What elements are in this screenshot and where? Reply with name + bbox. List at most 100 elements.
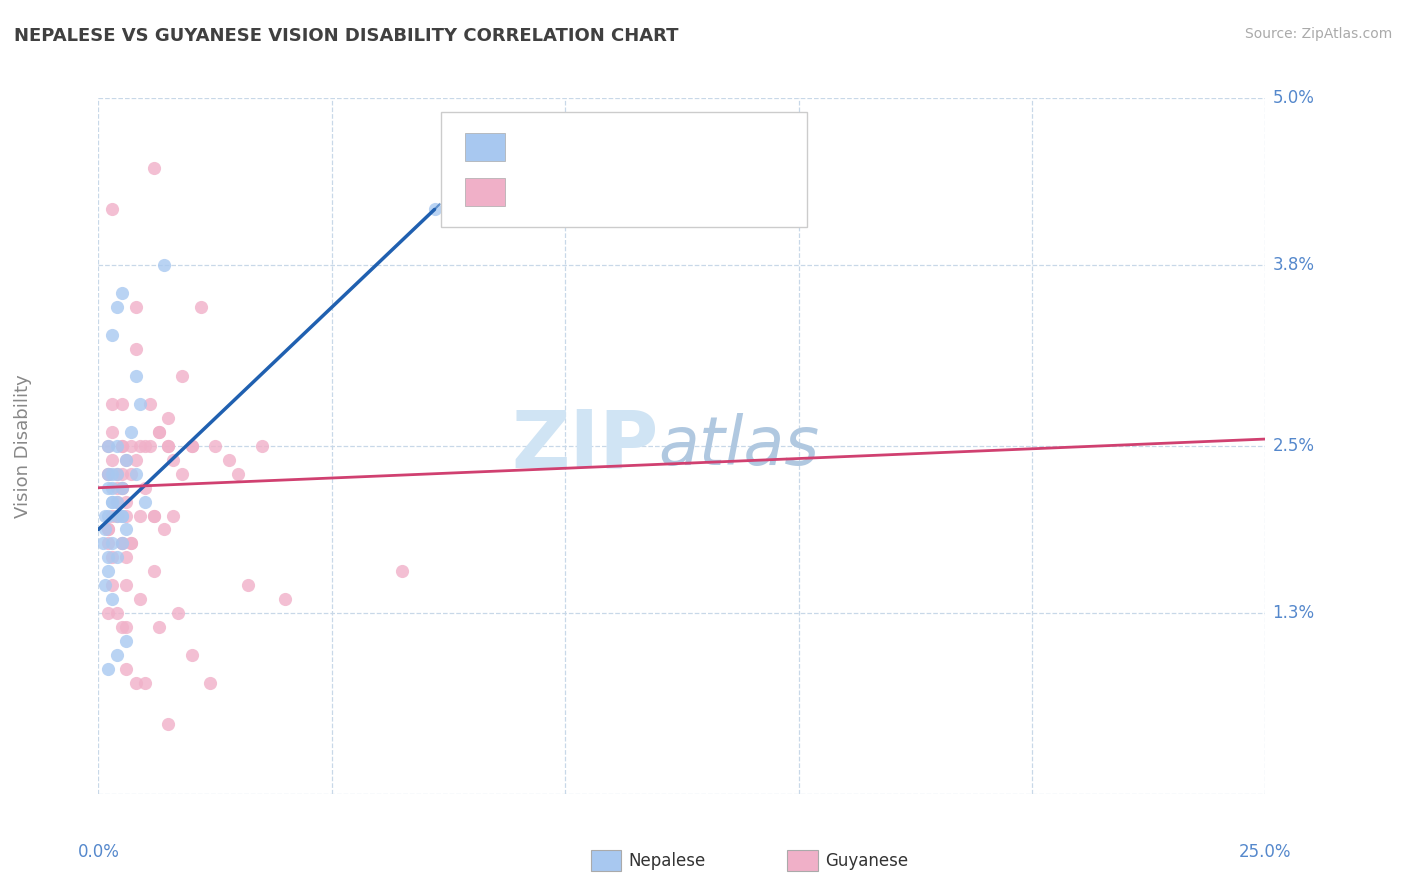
Point [101,494,124,508]
Point [97,662,120,676]
Point [101,592,124,607]
Point [97,439,120,453]
Point [97,564,120,578]
Point [157,439,180,453]
Text: Nepalese: Nepalese [628,852,706,870]
Point [125,453,148,467]
Point [97,467,120,481]
Point [134,481,156,495]
Point [129,508,152,523]
Point [125,300,148,314]
Point [172,369,194,384]
Point [101,425,124,439]
Point [115,662,138,676]
Point [111,285,134,300]
Point [180,648,202,662]
Point [250,439,273,453]
Point [152,258,174,272]
Text: ZIP: ZIP [512,407,658,485]
Point [111,508,134,523]
Point [97,439,120,453]
Point [129,592,152,607]
Point [105,508,128,523]
Point [111,536,134,550]
Point [105,481,128,495]
Point [101,550,124,565]
Point [391,564,413,578]
Point [190,300,212,314]
Point [111,481,134,495]
Text: Source: ZipAtlas.com: Source: ZipAtlas.com [1244,27,1392,41]
Point [115,633,138,648]
Point [105,439,128,453]
Point [423,202,446,217]
Point [97,523,120,537]
Point [134,675,156,690]
Point [115,523,138,537]
Point [91,536,114,550]
Point [97,467,120,481]
Text: R = 0.586   N = 40: R = 0.586 N = 40 [513,138,697,156]
Text: NEPALESE VS GUYANESE VISION DISABILITY CORRELATION CHART: NEPALESE VS GUYANESE VISION DISABILITY C… [14,27,679,45]
Point [105,494,128,508]
Point [105,606,128,620]
Point [162,508,184,523]
Point [101,467,124,481]
Point [129,439,152,453]
Point [166,606,188,620]
Point [101,397,124,411]
Point [125,369,148,384]
Point [152,523,174,537]
Point [143,161,166,175]
Point [105,467,128,481]
Point [120,536,142,550]
Point [172,467,194,481]
Text: 25.0%: 25.0% [1239,843,1292,861]
Point [94,508,117,523]
Point [157,411,180,425]
Point [120,467,142,481]
Point [111,481,134,495]
Point [148,620,170,634]
Point [125,675,148,690]
Point [115,453,138,467]
Point [204,439,226,453]
Text: 3.8%: 3.8% [1272,256,1315,274]
Point [228,467,250,481]
Point [180,439,202,453]
Point [101,494,124,508]
Point [125,467,148,481]
Point [97,523,120,537]
Point [115,453,138,467]
Point [115,494,138,508]
Point [162,453,184,467]
Point [111,439,134,453]
Point [97,536,120,550]
Text: 2.5%: 2.5% [1272,437,1315,455]
Point [111,481,134,495]
Point [101,508,124,523]
Point [94,578,117,592]
Point [111,508,134,523]
Point [101,481,124,495]
Point [111,536,134,550]
Point [101,327,124,342]
Point [274,592,297,607]
Point [97,508,120,523]
Point [120,439,142,453]
Point [105,648,128,662]
Point [105,494,128,508]
Point [101,202,124,217]
Text: Guyanese: Guyanese [825,852,908,870]
Point [143,508,166,523]
Point [115,578,138,592]
Point [180,439,202,453]
Point [111,536,134,550]
Text: atlas: atlas [658,413,820,479]
Point [218,453,240,467]
Point [200,675,222,690]
Text: 5.0%: 5.0% [1272,89,1315,107]
Text: R = 0.041   N = 80: R = 0.041 N = 80 [513,183,697,201]
Point [157,717,180,731]
Point [157,439,180,453]
